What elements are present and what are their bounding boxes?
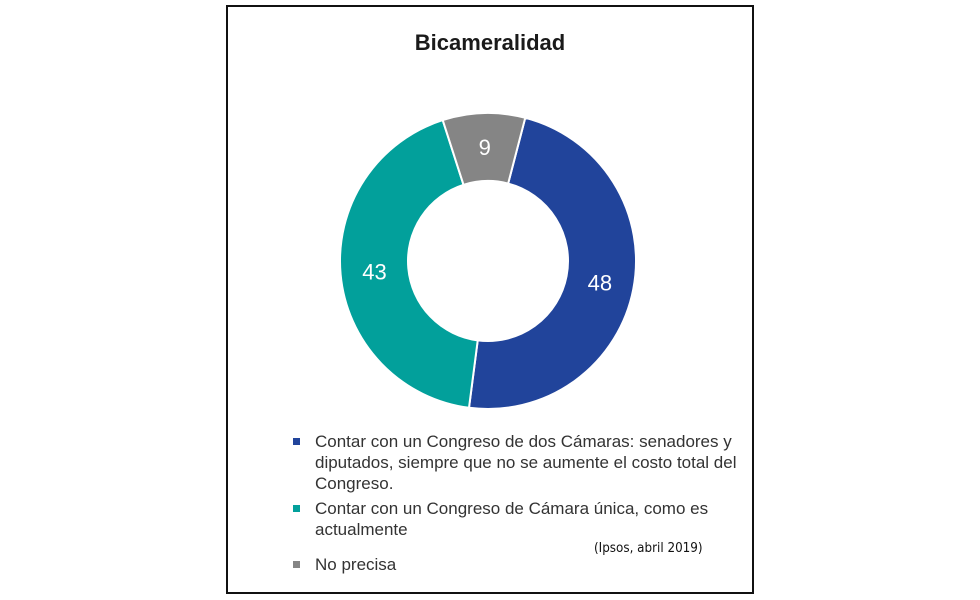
slice-label-two-chambers: 48 <box>588 271 612 296</box>
source-note: (Ipsos, abril 2019) <box>594 541 703 556</box>
legend-item-single-chamber: Contar con un Congreso de Cámara única, … <box>291 498 751 540</box>
chart-title: Bicameralidad <box>414 30 566 55</box>
legend-item-two-chambers: Contar con un Congreso de dos Cámaras: s… <box>291 431 751 494</box>
slice-no-precisa <box>441 112 527 187</box>
slice-label-no-precisa: 9 <box>479 135 491 160</box>
slice-two-chambers <box>467 116 637 410</box>
legend-label-no-precisa: No precisa <box>315 555 397 574</box>
legend-item-no-precisa: No precisa <box>291 554 751 575</box>
chart-frame: Bicameralidad 48 43 9 Contar con un Congre… <box>226 5 754 594</box>
chart-legend: Contar con un Congreso de dos Cámaras: s… <box>291 431 751 575</box>
legend-swatch-two-chambers <box>293 438 300 445</box>
donut-chart: 48 43 9 <box>339 112 637 410</box>
legend-swatch-single-chamber <box>293 505 300 512</box>
slice-single-chamber <box>339 118 479 409</box>
slice-label-single-chamber: 43 <box>362 259 386 284</box>
legend-swatch-no-precisa <box>293 561 300 568</box>
legend-label-single-chamber: Contar con un Congreso de Cámara única, … <box>315 499 709 539</box>
legend-label-two-chambers: Contar con un Congreso de dos Cámaras: s… <box>315 432 737 493</box>
